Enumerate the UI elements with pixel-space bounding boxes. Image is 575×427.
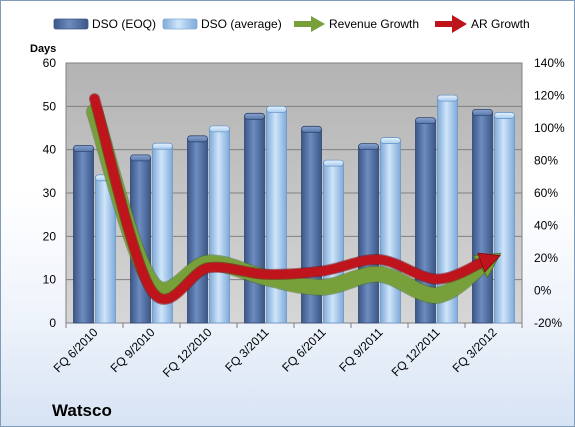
y2-tick-label: 60% — [534, 186, 558, 200]
bar-dso-average-cap — [209, 125, 230, 133]
legend-label-revenue-growth: Revenue Growth — [329, 17, 419, 31]
bar-dso-average-body — [323, 162, 344, 324]
bar-dso-eoq-body — [244, 115, 265, 324]
bar-dso-eoq — [358, 143, 379, 324]
bar-dso-average-body — [494, 115, 515, 324]
bar-dso-average-cap — [437, 94, 458, 102]
y-tick-label: 10 — [43, 273, 57, 287]
bar-dso-eoq-cap — [187, 135, 208, 143]
bar-dso-eoq — [73, 144, 94, 324]
y-tick-label: 30 — [43, 186, 57, 200]
y2-tick-label: 0% — [534, 284, 552, 298]
bar-dso-average-cap — [494, 112, 515, 119]
y2-tick-label: 100% — [534, 121, 565, 135]
legend-swatch-dso-average — [162, 18, 198, 30]
legend-arrowhead-ar-growth — [452, 15, 467, 33]
bar-dso-average — [494, 112, 515, 324]
legend-arrowhead-revenue-growth — [311, 16, 325, 32]
y-axis-title: Days — [30, 43, 56, 55]
y2-tick-label: 140% — [534, 56, 565, 70]
x-tick-label: FQ 6/2011 — [279, 325, 329, 375]
x-tick-label: FQ 6/2010 — [51, 325, 101, 375]
bar-dso-eoq — [244, 112, 265, 324]
legend: DSO (EOQ) DSO (average) Revenue Growth A… — [53, 15, 530, 33]
bar-dso-eoq-cap — [130, 154, 151, 162]
line-ar-growth-arrowhead — [477, 252, 501, 273]
x-tick-label: FQ 3/2012 — [450, 325, 500, 375]
line-ar-growth — [89, 93, 501, 305]
bar-dso-eoq-body — [73, 147, 94, 324]
legend-label-dso-eoq: DSO (EOQ) — [92, 17, 156, 31]
bar-dso-eoq-body — [472, 112, 493, 324]
bar-dso-average — [380, 137, 401, 324]
bar-dso-eoq-cap — [301, 125, 322, 133]
x-tick-label: FQ 9/2011 — [336, 325, 386, 375]
y-tick-label: 0 — [49, 316, 56, 330]
bar-dso-average — [323, 159, 344, 324]
x-tick-label: FQ 12/2010 — [160, 325, 215, 380]
y-tick-label: 20 — [43, 229, 57, 243]
legend-swatch-dso-eoq — [53, 18, 89, 30]
bar-dso-eoq-cap — [358, 143, 379, 151]
y-tick-label: 50 — [43, 99, 57, 113]
bar-dso-eoq-cap — [73, 144, 94, 152]
x-tick-label: FQ 9/2010 — [108, 325, 158, 375]
legend-item-ar-growth: AR Growth — [435, 15, 530, 33]
y-tick-label: 40 — [43, 143, 57, 157]
legend-item-dso-average: DSO (average) — [162, 17, 282, 31]
line-ar-growth-path — [90, 94, 488, 304]
y2-tick-label: 40% — [534, 219, 558, 233]
x-tick-label: FQ 12/2011 — [389, 325, 443, 379]
bar-dso-average-cap — [266, 105, 287, 113]
bar-dso-average-body — [266, 108, 287, 324]
bar-dso-eoq-body — [187, 138, 208, 324]
x-tick-label: FQ 3/2011 — [222, 325, 272, 375]
legend-item-dso-eoq: DSO (EOQ) — [53, 17, 156, 31]
growth-lines — [86, 93, 502, 305]
bar-dso-eoq — [187, 135, 208, 324]
bar-dso-eoq — [472, 109, 493, 324]
bar-dso-eoq-cap — [244, 112, 265, 120]
y2-tick-label: 20% — [534, 251, 558, 265]
bar-dso-average-cap — [323, 159, 344, 167]
y-tick-label: 60 — [43, 56, 57, 70]
legend-label-dso-average: DSO (average) — [201, 17, 282, 31]
bar-dso-average-cap — [380, 137, 401, 144]
legend-item-revenue-growth: Revenue Growth — [294, 16, 419, 32]
bar-dso-eoq-cap — [415, 117, 436, 125]
bar-dso-average-body — [380, 140, 401, 324]
bar-dso-average-body — [209, 128, 230, 324]
y2-tick-label: -20% — [534, 316, 562, 330]
y2-tick-label: 80% — [534, 154, 558, 168]
company-name: Watsco — [52, 401, 112, 420]
y2-tick-label: 120% — [534, 89, 565, 103]
bar-dso-eoq-cap — [472, 109, 493, 116]
bar-dso-eoq-body — [358, 146, 379, 324]
legend-label-ar-growth: AR Growth — [471, 17, 530, 31]
bar-dso-average — [266, 105, 287, 324]
bar-dso-average — [437, 94, 458, 324]
bar-dso-average-cap — [152, 142, 173, 150]
bar-dso-average — [209, 125, 230, 324]
